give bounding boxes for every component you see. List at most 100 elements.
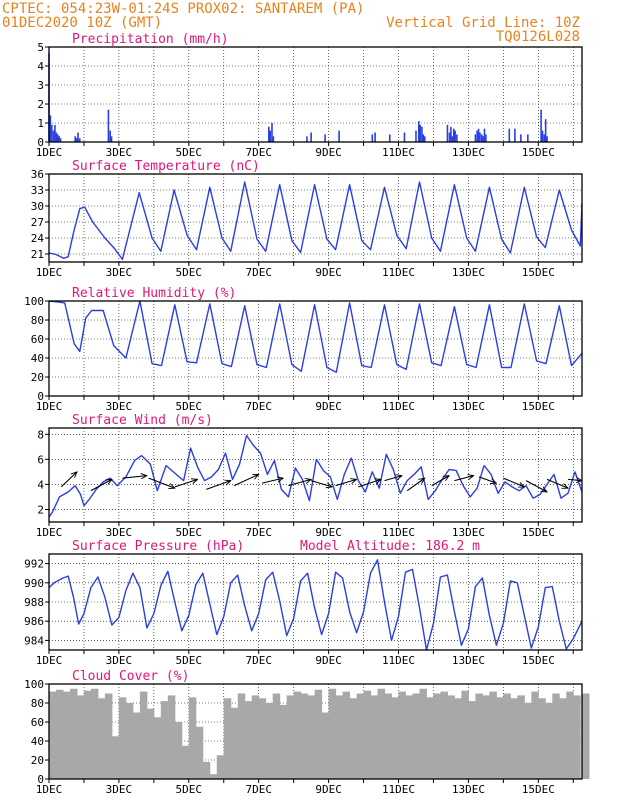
pressure-xtick-label: 5DEC: [176, 654, 203, 667]
humidity-xtick-label: 15DEC: [522, 400, 555, 413]
precip-xtick-label: 11DEC: [382, 146, 415, 159]
temperature-xtick-label: 15DEC: [522, 266, 555, 279]
precip-bar: [541, 130, 544, 142]
precip-bar: [446, 124, 449, 142]
cloud-bar: [153, 717, 162, 779]
precip-bar: [546, 136, 548, 142]
temperature-ytick-label: 36: [31, 168, 44, 181]
humidity-ytick-label: 0: [37, 390, 44, 403]
cloud-bar: [174, 722, 183, 779]
precip-bar: [110, 136, 113, 142]
temperature-xtick-label: 5DEC: [176, 266, 203, 279]
wind-arrow: [567, 479, 582, 480]
precip-bar: [78, 138, 81, 142]
precip-ytick-label: 2: [37, 98, 44, 111]
cloud-bar: [230, 707, 239, 779]
precip-xtick-label: 9DEC: [315, 146, 342, 159]
precip-ytick-label: 5: [37, 41, 44, 54]
wind-ytick-label: 6: [37, 453, 44, 466]
cloud-bar: [62, 691, 71, 779]
precip-bar: [338, 130, 340, 142]
cloud-bar: [69, 688, 78, 779]
humidity-xtick-label: 1DEC: [36, 400, 63, 413]
precip-bar: [75, 138, 78, 142]
header-model-code: TQ0126L028: [496, 29, 580, 45]
wind-xtick-label: 9DEC: [315, 526, 342, 539]
cloud-bar: [398, 691, 406, 779]
temperature-xtick-label: 13DEC: [452, 266, 485, 279]
wind-arrow: [234, 473, 258, 487]
pressure-xtick-label: 11DEC: [382, 654, 415, 667]
precip-bar: [56, 134, 59, 142]
temperature-line: [48, 181, 583, 260]
humidity-xtick-label: 9DEC: [315, 400, 342, 413]
cloud-ytick-label: 60: [31, 716, 44, 729]
humidity-xtick-label: 5DEC: [176, 400, 203, 413]
cloud-title: Cloud Cover (%): [72, 669, 189, 684]
precip-ytick-label: 1: [37, 117, 44, 130]
cloud-bar: [216, 755, 225, 779]
cloud-bar: [426, 697, 434, 779]
cloud-bar: [475, 693, 483, 779]
wind-arrow: [122, 476, 146, 479]
precip-bar: [107, 109, 110, 142]
precip-bar: [415, 130, 417, 142]
cloud-bar: [370, 695, 379, 779]
cloud-bar: [83, 690, 92, 779]
wind-arrow: [478, 476, 496, 483]
header-grid-note: Vertical Grid Line: 10Z: [386, 15, 580, 31]
temperature-xtick-label: 11DEC: [382, 266, 415, 279]
cloud-bar: [251, 695, 260, 779]
temperature-ytick-label: 24: [31, 232, 45, 245]
precip-bar: [59, 138, 62, 142]
cloud-bar: [118, 697, 127, 779]
wind-xtick-label: 3DEC: [106, 526, 133, 539]
cloud-bar: [223, 698, 232, 779]
precip-bar: [388, 134, 391, 142]
cloud-bar: [433, 693, 441, 779]
cloud-bar: [349, 698, 358, 779]
cloud-bar: [314, 689, 323, 779]
wind-ytick-label: 4: [37, 478, 44, 491]
cloud-bar: [335, 695, 344, 779]
cloud-bar: [321, 712, 330, 779]
cloud-ytick-label: 20: [31, 754, 44, 767]
cloud-panel: 0 20 40 60 80 100 1DEC 3DEC 5DEC 7DEC 9DEC 11DEC 13D…: [24, 669, 590, 796]
wind-arrow: [262, 478, 283, 484]
header-run-time: 01DEC2020 10Z (GMT): [2, 15, 162, 31]
cloud-bar: [363, 690, 372, 779]
cloud-xtick-label: 5DEC: [176, 783, 203, 796]
temperature-ytick-label: 30: [31, 200, 44, 213]
cloud-bar: [181, 745, 190, 779]
cloud-bar: [454, 698, 462, 779]
pressure-ytick-label: 986: [24, 615, 44, 628]
cloud-bar: [447, 695, 455, 779]
wind-xtick-label: 13DEC: [452, 526, 485, 539]
cloud-bar: [391, 697, 400, 779]
cloud-xtick-label: 3DEC: [106, 783, 133, 796]
cloud-frame: [48, 683, 583, 780]
cloud-bar: [468, 701, 476, 779]
wind-arrow: [90, 479, 112, 492]
precip-bar: [422, 134, 425, 142]
cloud-bar: [489, 691, 497, 779]
cloud-bar: [146, 708, 155, 779]
humidity-panel: 0 20 40 60 80 100 1DEC 3DEC 5DEC 7DEC 9DEC 11DEC 13D…: [24, 286, 583, 413]
cloud-ytick-label: 80: [31, 697, 44, 710]
cloud-bar: [111, 736, 120, 779]
precip-bar: [269, 130, 272, 142]
cloud-bar: [552, 693, 560, 779]
wind-arrow: [431, 476, 449, 487]
pressure-ytick-label: 984: [24, 634, 44, 647]
cloud-bar: [202, 761, 211, 779]
precip-bar: [403, 132, 406, 142]
wind-arrow: [546, 478, 568, 488]
wind-xtick-label: 15DEC: [522, 526, 555, 539]
wind-arrow: [503, 477, 524, 487]
humidity-ytick-label: 20: [31, 371, 44, 384]
cloud-bar: [566, 691, 574, 779]
cloud-bar: [524, 703, 532, 779]
precip-bar: [485, 134, 487, 142]
precip-xtick-label: 1DEC: [36, 146, 63, 159]
cloud-bar: [482, 695, 490, 779]
